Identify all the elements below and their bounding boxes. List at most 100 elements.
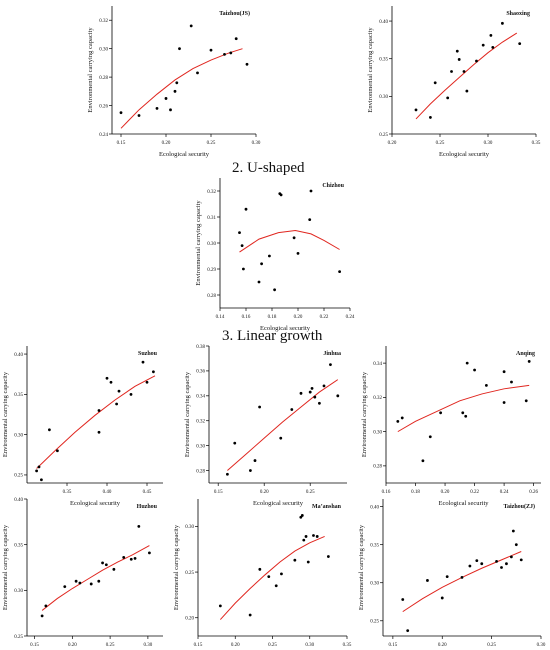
y-axis-label: Environmental carrying capacity [358,524,365,610]
data-point [178,47,181,51]
data-point [245,62,249,66]
data-point [48,428,51,432]
y-tick-label: 0.32 [373,396,382,401]
data-point [446,96,450,100]
x-axis-label: Ecological security [253,500,304,507]
x-tick-label: 0.30 [537,643,546,648]
fitted-curve [239,230,340,253]
x-tick-label: 0.15 [194,643,203,648]
y-axis-label: Environmental carrying capacity [361,371,368,457]
y-tick-label: 0.30 [370,582,379,587]
data-point [101,561,104,565]
x-tick-label: 0.15 [117,141,126,146]
data-point [229,51,233,55]
y-axis-label: Environmental carrying capacity [2,524,9,610]
y-axis-label: Environmental carrying capacity [195,200,202,286]
x-tick-label: 0.15 [30,643,39,648]
data-point [455,49,459,53]
data-point [40,478,43,482]
data-point [37,465,41,469]
data-point [112,567,116,571]
chart-panel: 0.35 0.40 0.45 0.25 0.30 0.35 0.40 Suzhou Ecolog… [2,346,163,507]
data-point [481,43,485,47]
x-tick-label: 0.20 [294,315,303,320]
data-point [148,551,151,555]
x-tick-label: 0.15 [214,490,223,495]
y-axis-label: Environmental carrying capacity [2,371,9,457]
chart-title: Shaoxing [506,11,530,17]
y-tick-label: 0.28 [373,465,382,470]
data-point [489,33,493,37]
data-point [218,604,222,608]
x-tick-label: 0.25 [306,490,315,495]
data-point [280,572,283,576]
data-point [461,411,465,415]
data-point [56,449,59,453]
data-point [44,604,48,608]
data-point [35,469,38,473]
y-axis-label: Environmental carrying capacity [184,371,191,457]
y-tick-label: 0.20 [185,617,194,622]
data-point [89,582,93,586]
data-point [173,89,177,93]
x-tick-label: 0.22 [320,315,329,320]
data-point [329,363,332,367]
data-point [527,360,531,363]
y-tick-label: 0.26 [99,104,108,109]
x-tick-label: 0.30 [144,643,153,648]
y-tick-label: 0.40 [370,505,379,510]
data-point [429,116,432,119]
y-tick-label: 0.40 [14,498,23,503]
data-point [258,405,261,409]
y-tick-label: 0.28 [99,76,108,81]
y-tick-label: 0.25 [379,133,388,138]
data-point [238,231,241,235]
y-tick-label: 0.30 [14,433,23,438]
y-tick-label: 0.36 [196,370,205,375]
x-tick-label: 0.35 [532,141,541,146]
data-point [306,560,310,564]
data-point [468,564,472,568]
data-point [505,562,508,566]
x-axis-label: Ecological security [260,325,311,332]
data-point [279,436,283,440]
data-point [234,37,238,41]
y-tick-label: 0.38 [196,345,205,350]
data-point [315,535,319,538]
x-tick-label: 0.20 [438,643,447,648]
data-point [440,596,444,600]
y-tick-label: 0.24 [99,133,108,138]
x-tick-label: 0.20 [441,490,450,495]
chart-panel: 0.15 0.20 0.25 0.30 0.25 0.30 0.35 0.40 Huzhou Ec… [2,498,163,648]
chart-panel: 0.15 0.20 0.25 0.30 0.35 0.20 0.25 0.30 Ma’ansha… [173,499,352,648]
data-point [310,386,314,390]
fitted-curve [402,551,522,613]
y-tick-label: 0.32 [207,190,216,195]
x-tick-label: 0.20 [231,643,240,648]
data-point [501,21,504,25]
y-tick-label: 0.30 [196,444,205,449]
y-tick-label: 0.28 [196,469,205,474]
x-tick-label: 0.24 [346,315,355,320]
data-point [514,543,518,547]
x-tick-label: 0.20 [162,141,171,146]
x-tick-label: 0.25 [487,643,496,648]
data-point [495,560,498,563]
x-axis-label: Ecological security [439,500,490,507]
data-point [309,189,313,193]
x-tick-label: 0.20 [260,490,269,495]
data-point [175,81,179,85]
data-point [260,262,263,266]
data-point [253,459,257,462]
data-point [233,441,237,445]
data-point [396,419,400,423]
data-point [421,459,425,463]
data-point [209,48,213,52]
data-point [273,288,276,292]
y-tick-label: 0.30 [14,589,23,594]
chart-title: Taizhou(JS) [219,10,250,17]
data-point [491,46,495,49]
data-point [97,430,101,434]
